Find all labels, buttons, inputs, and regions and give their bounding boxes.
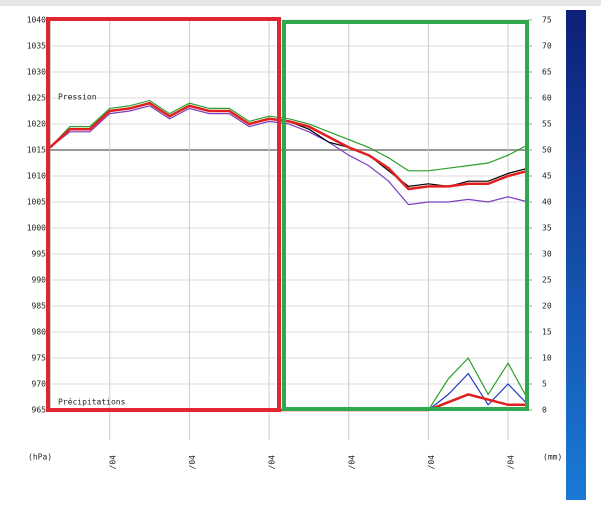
y-tick-label: 1000 [27, 224, 46, 233]
series-line [49, 102, 529, 188]
y2-tick-label: 75 [542, 16, 552, 25]
y2-tick-label: 35 [542, 224, 552, 233]
y-tick-label: 1040 [27, 16, 46, 25]
series-line [49, 101, 529, 191]
x-tick-label: /04 [427, 455, 436, 470]
y2-tick-label: 5 [542, 380, 547, 389]
y-tick-label: 980 [32, 328, 47, 337]
y2-tick-label: 50 [542, 146, 552, 155]
y2-tick-label: 0 [542, 406, 547, 415]
annotation: Pression [58, 93, 97, 102]
y-tick-label: 995 [32, 250, 47, 259]
y-tick-label: 1025 [27, 94, 46, 103]
series-line [49, 99, 529, 172]
y-tick-label: 1015 [27, 146, 46, 155]
y-tick-label: 975 [32, 354, 47, 363]
y2-tick-label: 65 [542, 68, 552, 77]
series-line [49, 105, 529, 206]
toolbar [0, 0, 601, 6]
y2-axis-label: (mm) [543, 453, 562, 462]
annotation: Précipitations [58, 397, 126, 407]
x-tick-label: /04 [188, 455, 197, 470]
y2-tick-label: 40 [542, 198, 552, 207]
highlight-box [46, 17, 281, 412]
plot-frame [49, 19, 529, 411]
y2-tick-label: 10 [542, 354, 552, 363]
y2-tick-label: 20 [542, 302, 552, 311]
y2-tick-label: 55 [542, 120, 552, 129]
y2-tick-label: 60 [542, 94, 552, 103]
highlight-box [282, 20, 529, 411]
y-tick-label: 1030 [27, 68, 46, 77]
y-tick-label: 1010 [27, 172, 46, 181]
x-tick-label: /04 [347, 455, 356, 470]
y-tick-label: 1035 [27, 42, 46, 51]
y-tick-label: 1020 [27, 120, 46, 129]
y2-tick-label: 70 [542, 42, 552, 51]
x-tick-label: /04 [108, 455, 117, 470]
y2-tick-label: 45 [542, 172, 552, 181]
y-tick-label: 965 [32, 406, 47, 415]
color-bar [566, 10, 586, 500]
y-axis-label: (hPa) [28, 453, 52, 462]
y2-tick-label: 30 [542, 250, 552, 259]
y2-tick-label: 15 [542, 328, 552, 337]
y2-tick-label: 25 [542, 276, 552, 285]
y-tick-label: 970 [32, 380, 47, 389]
y-tick-label: 1005 [27, 198, 46, 207]
x-tick-label: /04 [507, 455, 516, 470]
y-tick-label: 985 [32, 302, 47, 311]
x-tick-label: /04 [268, 455, 277, 470]
y-tick-label: 990 [32, 276, 47, 285]
